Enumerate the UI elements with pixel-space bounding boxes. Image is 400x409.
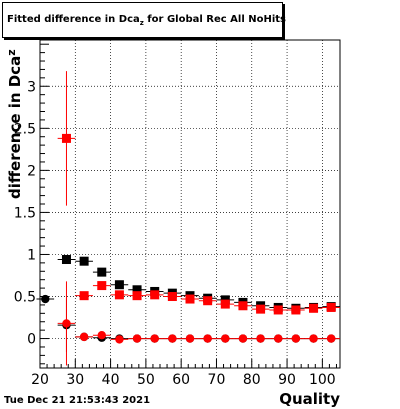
x-tick-label: 50: [137, 372, 155, 388]
data-point: [185, 294, 195, 304]
data-point: [41, 294, 50, 304]
data-point: [62, 319, 71, 328]
x-tick-label: 100: [309, 372, 336, 388]
x-tick-label: 20: [31, 372, 49, 388]
title-subscript: z: [139, 19, 144, 27]
data-point: [309, 303, 319, 313]
data-point: [309, 334, 318, 343]
data-point: [273, 305, 283, 315]
data-point: [168, 334, 177, 343]
data-marks: [36, 71, 340, 366]
data-point: [97, 281, 107, 291]
plot-frame: [39, 39, 341, 369]
data-point: [132, 285, 142, 295]
x-axis-label: Quality: [279, 390, 340, 408]
title-main: Fitted difference in Dca: [7, 14, 140, 25]
x-tick-label: 90: [278, 372, 296, 388]
data-point: [274, 334, 283, 343]
data-point: [203, 296, 213, 306]
y-axis-label: difference in Dcaz: [5, 29, 25, 199]
data-point: [114, 280, 124, 290]
data-point: [203, 334, 212, 343]
data-point: [79, 256, 89, 266]
y-tick-label: 2.5: [14, 121, 36, 137]
x-tick-label: 80: [243, 372, 261, 388]
chart-title: Fitted difference in Dcaz for Global Rec…: [7, 14, 286, 27]
timestamp: Tue Dec 21 21:53:43 2021: [4, 395, 151, 406]
y-tick-label: 0.5: [14, 290, 36, 306]
data-point: [326, 302, 336, 312]
tick-labels: 20 30 40 50 60 70 80 90 100 0 0.5 1 1.5 2 2.5 3: [14, 79, 336, 388]
data-point: [61, 255, 71, 265]
axes: [39, 39, 341, 369]
data-point: [114, 290, 124, 300]
y-tick-label: 3: [27, 79, 36, 95]
data-point: [97, 331, 106, 340]
data-point: [167, 292, 177, 302]
data-point: [132, 291, 142, 301]
data-point: [132, 334, 142, 343]
data-point: [97, 267, 107, 277]
x-tick-label: 30: [66, 372, 84, 388]
y-tick-label: 1.5: [14, 205, 36, 221]
y-tick-label: 2: [27, 163, 36, 179]
x-tick-label: 60: [172, 372, 190, 388]
data-point: [291, 305, 301, 315]
data-point: [291, 334, 301, 343]
y-tick-label: 1: [27, 247, 36, 263]
data-point: [221, 334, 230, 343]
grid: [39, 40, 340, 368]
data-point: [238, 301, 248, 311]
data-point: [150, 290, 160, 300]
data-point: [238, 334, 248, 343]
y-axis-label-subscript: z: [5, 49, 18, 56]
data-point: [326, 334, 336, 343]
data-point: [185, 334, 195, 343]
data-point: [256, 334, 265, 343]
data-point: [150, 334, 159, 343]
title-box: Fitted difference in Dcaz for Global Rec…: [2, 2, 286, 38]
y-tick-label: 0: [27, 332, 36, 348]
y-axis-label-main: difference in Dca: [6, 55, 24, 199]
data-point: [79, 291, 89, 301]
data-point: [61, 133, 71, 143]
x-tick-label: 40: [102, 372, 120, 388]
data-point: [79, 332, 89, 342]
data-point: [115, 335, 124, 344]
x-tick-label: 70: [208, 372, 226, 388]
title-rest: for Global Rec All NoHits: [143, 14, 287, 25]
data-point: [220, 299, 230, 309]
data-point: [256, 304, 266, 314]
